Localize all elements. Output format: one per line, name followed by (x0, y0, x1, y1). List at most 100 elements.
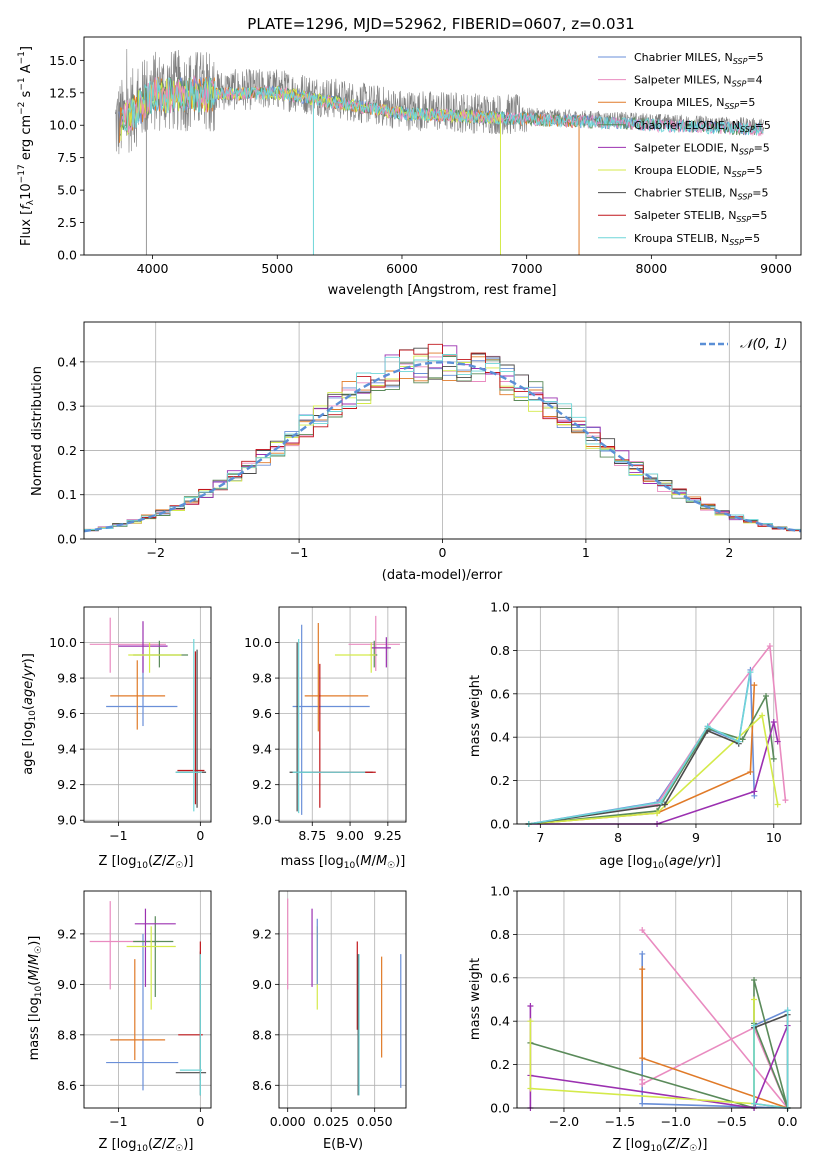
x-tick-label: −2 (146, 545, 164, 560)
weight-point-marker (739, 736, 746, 743)
weight-series-line (528, 669, 756, 825)
weight-point-marker (751, 1022, 758, 1029)
z-weight-panel: −2.0 −1.5 −1.0 −0.5 0.0 0.0 0.2 0.4 0.6 0.8 1.0 (490, 884, 802, 1129)
x-tick-label: 0.0 (778, 1114, 798, 1129)
y-tick-label: 9.6 (57, 706, 77, 721)
ebv-mass-panel: 0.000 0.025 0.050 8.6 8.8 9.0 9.2 (252, 890, 407, 1129)
x-tick-label: 2 (725, 545, 733, 560)
x-tick-label: 7 (536, 830, 544, 845)
panel-frame (83, 890, 212, 1109)
errorbars (89, 617, 207, 812)
panel-frame (278, 606, 407, 823)
x-tick-label: 9.25 (374, 828, 402, 843)
y-tick-label: 0.0 (490, 1101, 510, 1116)
grid (517, 606, 801, 825)
y-tick-label: 9.0 (252, 977, 272, 992)
x-tick-label: 0.025 (313, 1114, 349, 1129)
spectrum-lines (114, 48, 765, 255)
spectrum-title: PLATE=1296, MJD=52962, FIBERID=0607, z=0… (247, 15, 634, 33)
weight-point-marker (782, 797, 789, 804)
y-tick-label: 9.2 (57, 777, 77, 792)
legend-label: Chabrier STELIB, NSSP=5 (634, 187, 768, 202)
x-tick-label: 10 (766, 830, 782, 845)
weight-series-line (528, 644, 787, 825)
weight-series-line (641, 969, 788, 1109)
y-tick-label: 1.0 (490, 884, 510, 899)
y-tick-label: 5.0 (57, 183, 77, 198)
residuals-legend: 𝒩(0, 1) (700, 337, 787, 352)
x-tick-label: 0 (439, 545, 447, 560)
age-weight-panel: 7 8 9 10 0.0 0.2 0.4 0.6 0.8 1.0 (490, 600, 802, 845)
y-tick-label: 8.6 (252, 1078, 272, 1093)
y-tick-label: 9.0 (252, 813, 272, 828)
y-tick-label: 0.1 (57, 487, 77, 502)
weight-series-line (528, 671, 752, 825)
grid (279, 891, 406, 1108)
weight-point-marker (784, 1007, 791, 1014)
residuals-ticks: −2 −1 0 1 2 0.0 0.1 0.2 0.3 0.4 (57, 354, 733, 560)
model-spectrum-line (121, 77, 764, 136)
x-tick-label: −0.5 (716, 1114, 746, 1129)
weight-point-marker (527, 1003, 534, 1010)
y-tick-label: 0.3 (57, 399, 77, 414)
y-tick-label: 0.2 (57, 443, 77, 458)
y-tick-label: 9.8 (252, 671, 272, 686)
y-tick-label: 0.2 (490, 1057, 510, 1072)
z-mass-xlabel: Z [log10(Z/Z☉)] (99, 1137, 194, 1154)
x-tick-label: 0.000 (270, 1114, 306, 1129)
legend-label: Salpeter STELIB, NSSP=5 (634, 209, 767, 224)
ebv-mass-xlabel: E(B-V) (323, 1137, 363, 1152)
y-tick-label: 9.6 (252, 706, 272, 721)
weight-point-marker (766, 643, 773, 650)
residual-histograms (84, 343, 801, 533)
spectrum-xlabel: wavelength [Angstrom, rest frame] (328, 283, 557, 298)
weight-point-marker (639, 966, 646, 973)
z-mass-panel: −1 0 8.6 8.8 9.0 9.2 (57, 890, 212, 1129)
y-tick-label: 8.8 (57, 1027, 77, 1042)
weight-point-marker (751, 976, 758, 983)
errorbars (89, 901, 207, 1096)
residuals-ylabel: Normed distribution (30, 366, 45, 496)
y-tick-label: 0.6 (490, 970, 510, 985)
y-tick-label: 0.0 (490, 817, 510, 832)
x-tick-label: −2.0 (549, 1114, 579, 1129)
weight-lines (527, 927, 791, 1111)
weight-point-marker (527, 1085, 534, 1092)
spectrum-frame (83, 36, 802, 256)
y-tick-label: 9.4 (57, 742, 77, 757)
y-tick-label: 10.0 (49, 635, 77, 650)
y-tick-label: 0.0 (57, 248, 77, 263)
residual-histogram-line (84, 354, 801, 530)
weight-point-marker (751, 1100, 758, 1107)
weight-point-marker (751, 682, 758, 689)
x-tick-label: 1 (582, 545, 590, 560)
weight-point-marker (762, 692, 769, 699)
weight-point-marker (704, 723, 711, 730)
weight-point-marker (759, 712, 766, 719)
legend-label: Chabrier MILES, NSSP=5 (634, 51, 764, 66)
weight-point-marker (527, 1018, 534, 1025)
weight-point-marker (657, 799, 664, 806)
y-tick-label: 0.4 (57, 354, 77, 369)
x-tick-label: 8 (614, 830, 622, 845)
z-age-xlabel: Z [log10(Z/Z☉)] (99, 854, 194, 871)
legend-label: Chabrier ELODIE, NSSP=5 (634, 119, 771, 134)
x-tick-label: 7000 (511, 261, 543, 276)
x-tick-label: 0 (196, 828, 204, 843)
spectrum-ylabel: Flux [fλ10−17 erg cm−2 s−1 A−1] (17, 46, 36, 246)
weight-point-marker (770, 755, 777, 762)
legend-label: Salpeter ELODIE, NSSP=5 (634, 141, 770, 156)
z-mass-ylabel: mass [log10(M/M☉)] (27, 936, 44, 1061)
y-tick-label: 9.2 (252, 777, 272, 792)
grid (279, 607, 406, 822)
weight-point-marker (639, 1076, 646, 1083)
y-tick-label: 8.8 (252, 1027, 272, 1042)
z-weight-xlabel: Z [log10(Z/Z☉)] (613, 1137, 708, 1154)
y-tick-label: 0.4 (490, 730, 510, 745)
weight-point-marker (639, 927, 646, 934)
weight-point-marker (747, 669, 754, 676)
panel-frame (83, 606, 212, 823)
model-spectrum-line (120, 75, 764, 137)
residuals-xlabel: (data-model)/error (382, 568, 503, 583)
y-tick-label: 0.2 (490, 773, 510, 788)
